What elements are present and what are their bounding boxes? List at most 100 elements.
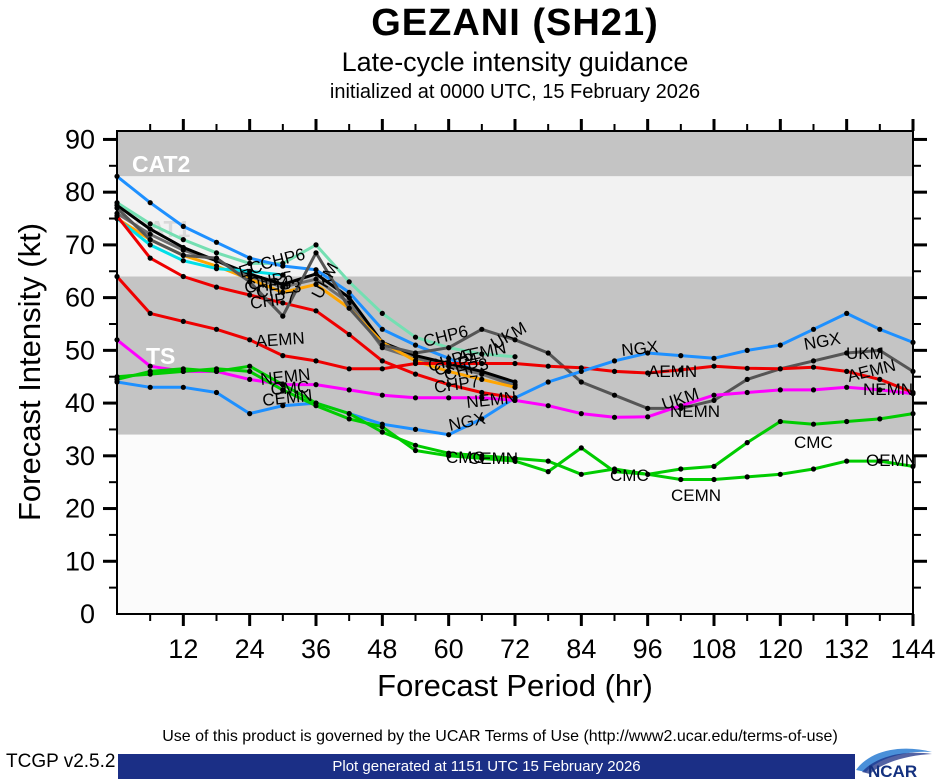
data-point-chp3 (512, 384, 518, 390)
data-point-ngx (611, 358, 618, 364)
data-point-ngx (810, 326, 817, 332)
data-point-ec (247, 268, 253, 274)
data-point-ec (280, 272, 286, 278)
data-point-cemn (247, 368, 253, 374)
data-point-chp4 (280, 281, 286, 287)
y-tick-label: 30 (65, 441, 95, 471)
data-point-nemn (147, 363, 153, 369)
data-point-ukm (446, 345, 452, 351)
terms-of-use-line: Use of this product is governed by the U… (162, 728, 838, 745)
x-tick-label: 48 (367, 634, 397, 664)
model-label-cmc: CMC (270, 377, 310, 399)
data-point-cemn (844, 458, 850, 464)
y-tick-label: 10 (65, 546, 95, 576)
data-point-cemn (678, 476, 684, 483)
data-point-cmc (744, 440, 750, 446)
data-point-ngx (545, 379, 551, 385)
ncar-wordmark: NCAR (868, 762, 917, 780)
data-point-chp6 (412, 334, 419, 340)
data-point-chp6 (379, 310, 385, 316)
data-point-nemn (877, 387, 883, 393)
y-tick-label: 60 (65, 283, 95, 313)
data-point-cemn (711, 476, 717, 483)
data-point-aemn (678, 367, 684, 373)
ncar-logo: NCAR (856, 748, 932, 780)
data-point-aemn (810, 364, 817, 370)
data-point-ukm (412, 350, 419, 356)
data-point-cmc (213, 368, 220, 374)
data-point-ngx (777, 342, 783, 348)
data-point-chp7 (379, 358, 385, 364)
title-block: GEZANI (SH21) Late-cycle intensity guida… (115, 2, 915, 104)
model-label-cmc: CMC (446, 448, 485, 467)
data-point-chp6 (313, 242, 319, 248)
data-point-chp6 (512, 354, 518, 360)
x-tick-label: 120 (758, 634, 803, 664)
data-point-chp4 (180, 244, 186, 251)
data-point-cmc (711, 463, 717, 469)
data-point-chp6 (479, 351, 485, 357)
y-axis-title: Forecast Intensity (kt) (12, 222, 47, 522)
data-point-cemn (545, 469, 551, 475)
data-point-aemn (412, 360, 419, 367)
data-point-ukm (645, 405, 651, 411)
model-label-aemn: AEMN (255, 329, 305, 351)
band-below-ts (117, 434, 913, 614)
data-point-ngx (645, 350, 651, 356)
page-subtitle: Late-cycle intensity guidance (341, 47, 689, 77)
band-CAT1 (117, 176, 913, 277)
data-point-ukm (744, 376, 750, 382)
data-point-nemn (479, 395, 485, 401)
data-point-aemn (512, 360, 518, 367)
data-point-chp4 (479, 368, 485, 374)
data-point-chp7 (346, 331, 352, 338)
x-tick-label: 24 (235, 634, 265, 664)
data-point-nemn (578, 411, 584, 417)
data-point-cemn (777, 471, 783, 477)
data-point-chp7 (479, 389, 485, 396)
data-point-ngx (744, 347, 750, 353)
x-tick-label: 36 (301, 634, 331, 664)
data-point-ukm (877, 347, 883, 353)
data-point-chp7 (147, 255, 153, 261)
data-point-chp7 (280, 300, 286, 306)
data-point-ukm (180, 252, 186, 258)
data-point-cmc (479, 453, 485, 459)
y-tick-label: 90 (65, 124, 95, 154)
y-tick-label: 20 (65, 494, 95, 524)
data-point-ukm (479, 326, 485, 332)
data-point-aemn (280, 353, 286, 359)
data-point-cemn (810, 466, 817, 472)
data-point-cmc (147, 368, 153, 374)
data-point-nemn (412, 395, 419, 401)
data-point-cmc (313, 400, 319, 406)
data-point-nemn (545, 403, 551, 409)
data-point-ukm (147, 237, 153, 243)
data-point-nemn (346, 387, 352, 393)
data-point-nemn (446, 395, 452, 401)
x-tick-label: 96 (633, 634, 663, 664)
data-point-ukm (280, 313, 286, 319)
data-point-cmc (777, 418, 783, 425)
data-point-chp3 (313, 281, 319, 287)
data-point-aemn (180, 318, 186, 324)
data-point-cmc (346, 411, 352, 417)
data-point-cemn (379, 424, 385, 430)
init-time-line: initialized at 0000 UTC, 15 February 202… (329, 81, 701, 103)
data-point-chp6 (247, 260, 253, 266)
data-point-blue2 (446, 355, 452, 361)
x-tick-label: 132 (824, 634, 869, 664)
data-point-cemn (877, 458, 883, 464)
y-tick-label: 70 (65, 230, 95, 260)
data-point-ec (213, 266, 220, 272)
data-point-cmc (446, 450, 452, 456)
data-point-nemn (645, 414, 651, 420)
data-point-chp7 (446, 382, 452, 388)
data-point-chp4 (147, 226, 153, 232)
model-label-ukm: UKM (846, 344, 884, 363)
x-tick-label: 84 (566, 634, 596, 664)
data-point-cmc (645, 471, 651, 477)
y-tick-label: 80 (65, 177, 95, 207)
data-point-cmc (247, 363, 253, 369)
